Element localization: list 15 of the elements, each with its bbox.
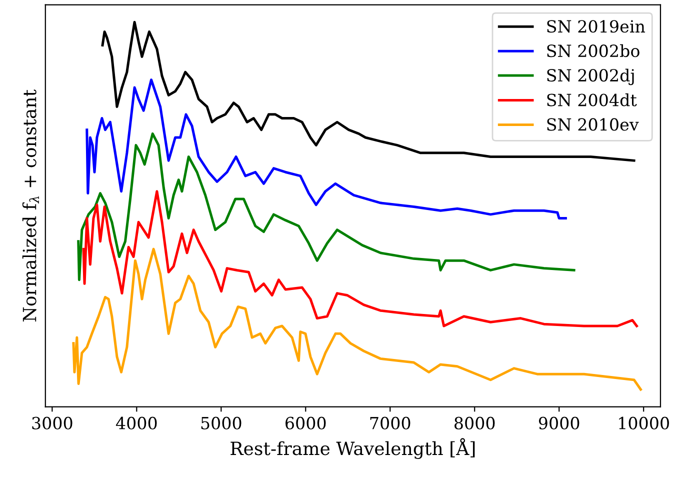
x-tick-label: 6000 [286, 416, 326, 430]
y-axis-title: Normalized f$_{λ}$ + constant [22, 90, 39, 322]
legend-label: SN 2004dt [547, 93, 637, 106]
legend-label: SN 2002bo [547, 44, 640, 58]
legend-label: SN 2019ein [547, 20, 646, 33]
x-tick-label: 9000 [538, 416, 580, 430]
legend-label: SN 2002dj [547, 68, 634, 86]
x-axis-title: Rest-frame Wavelength [Å] [230, 438, 475, 459]
x-tick-label: 4000 [116, 416, 157, 430]
x-tick-label: 7000 [370, 416, 410, 430]
x-tick-label: 5000 [201, 416, 242, 430]
x-tick-label: 10000 [619, 416, 669, 430]
x-tick-label: 8000 [454, 416, 495, 430]
x-tick-label: 3000 [32, 416, 72, 430]
legend-label: SN 2010ev [547, 118, 639, 131]
